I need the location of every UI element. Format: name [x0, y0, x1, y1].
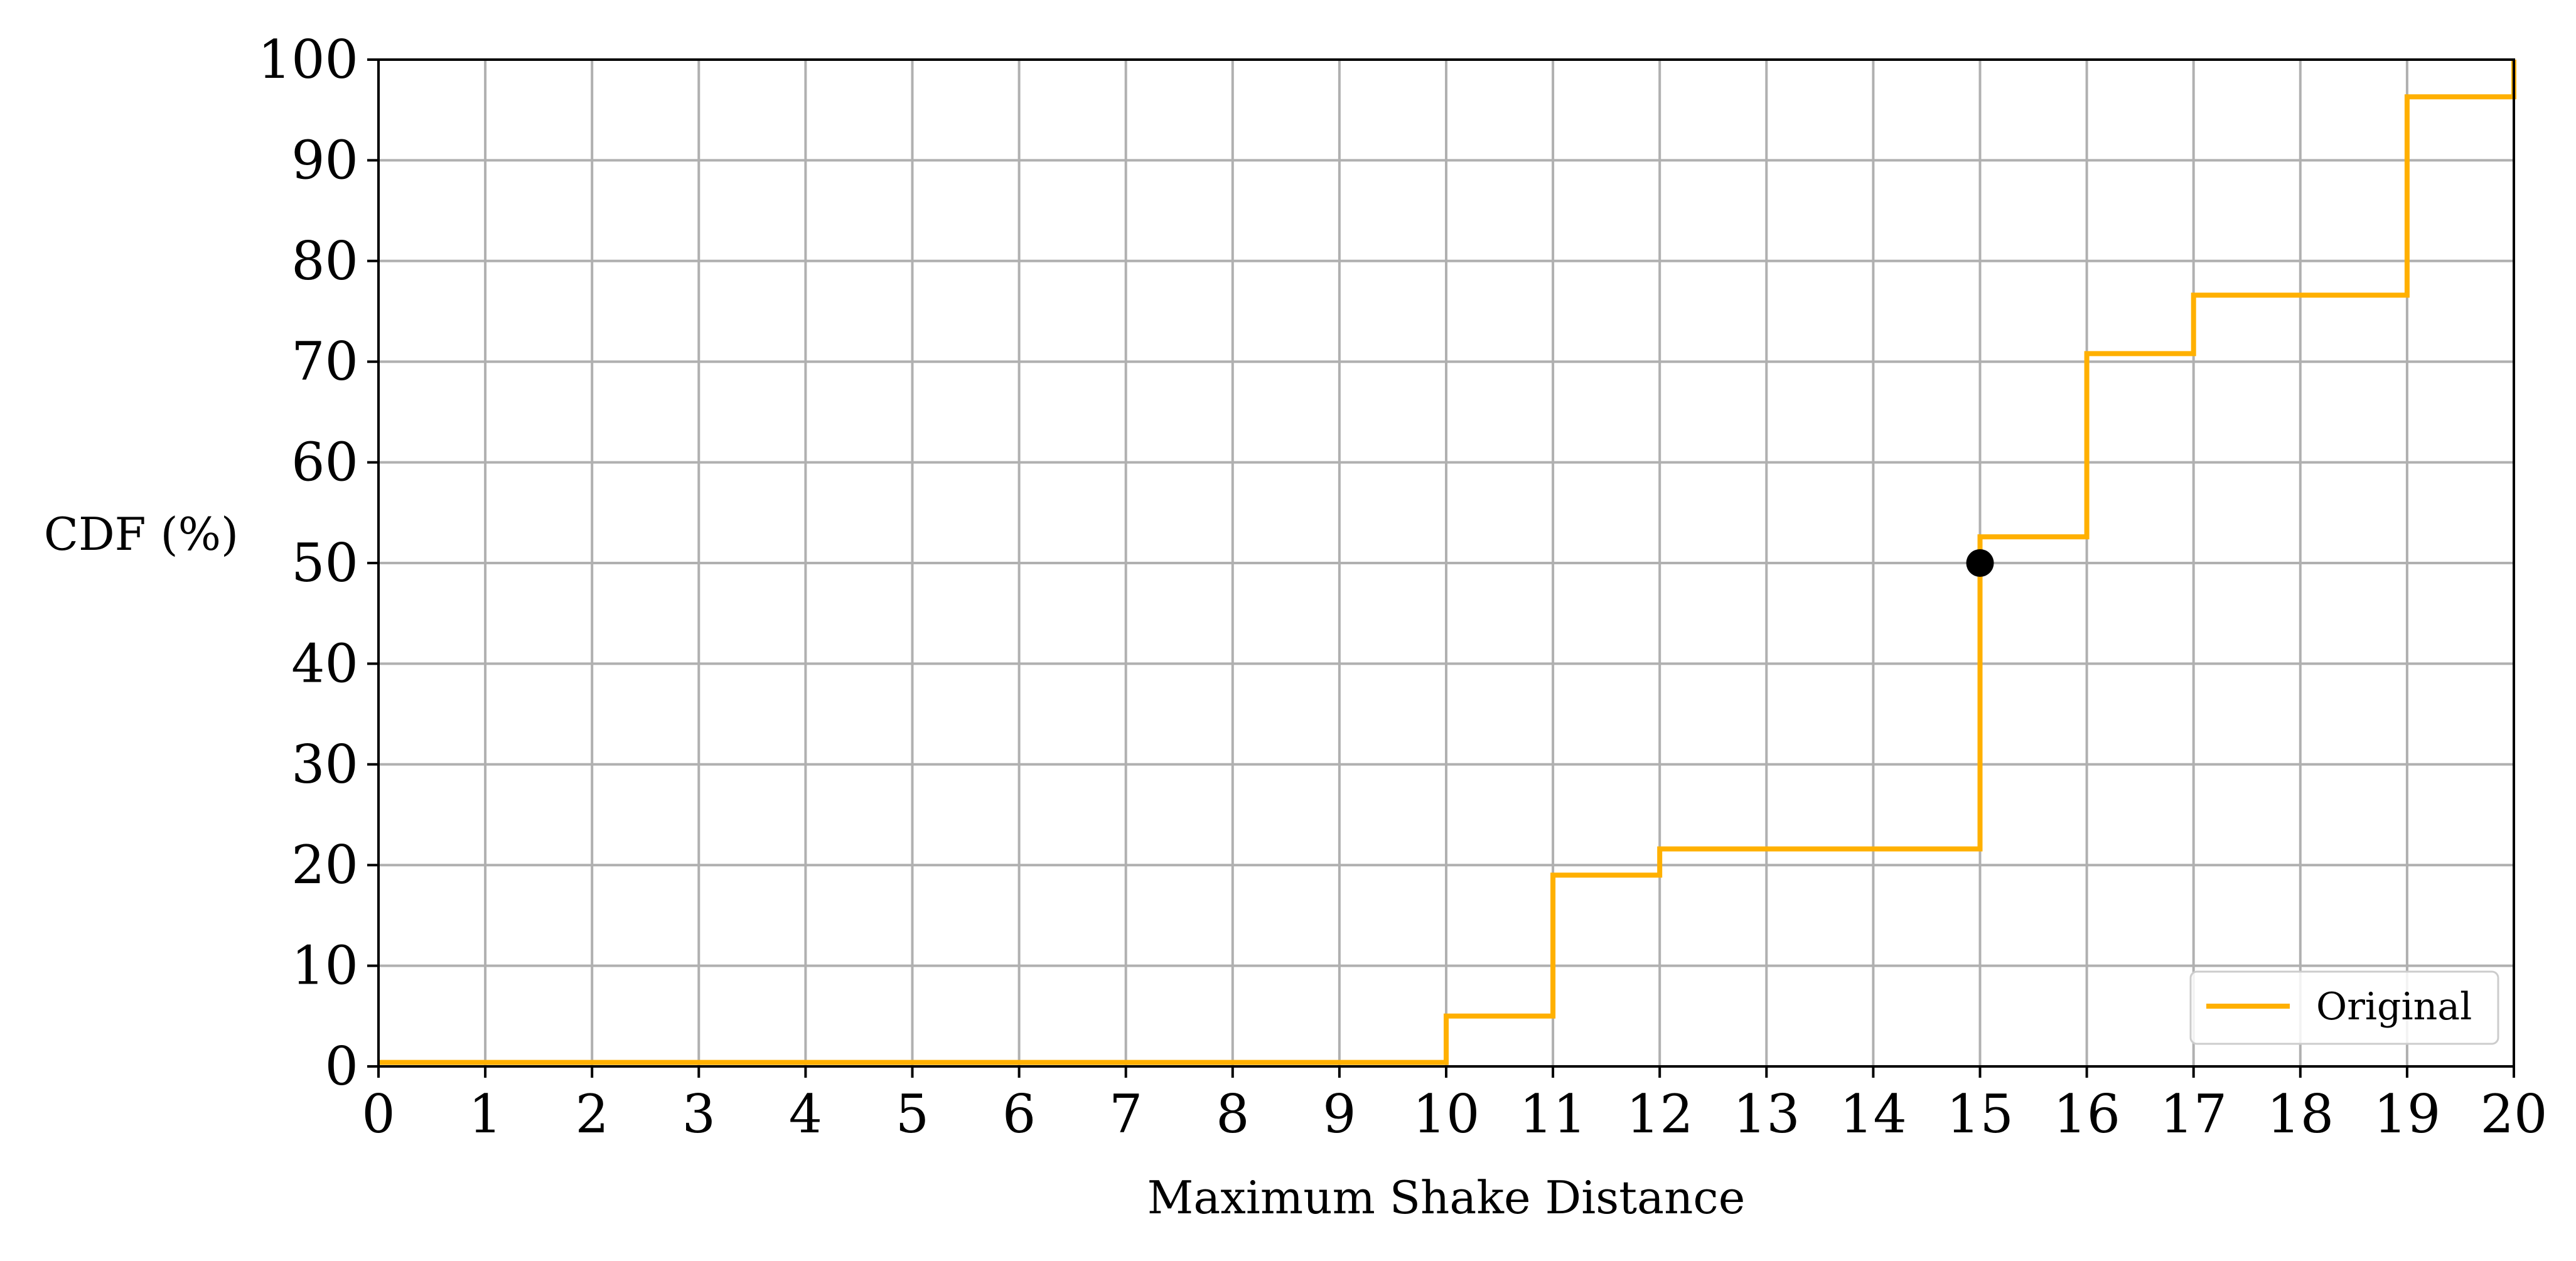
- x-tick-label: 10: [1413, 1083, 1480, 1145]
- legend-box: [2189, 970, 2499, 1045]
- x-tick-label: 15: [1946, 1083, 2014, 1145]
- y-tick-label: 60: [291, 432, 358, 493]
- y-axis-title: CDF (%): [44, 508, 239, 561]
- x-axis-title: Maximum Shake Distance: [1147, 1171, 1746, 1224]
- y-tick-label: 50: [291, 532, 358, 594]
- median-point-marker: [1966, 549, 1994, 577]
- x-tick-label: 11: [1520, 1083, 1587, 1145]
- x-tick-label: 4: [789, 1083, 822, 1145]
- y-tick-label: 80: [291, 230, 358, 292]
- y-tick-label: 90: [291, 129, 358, 191]
- x-tick-label: 3: [682, 1083, 716, 1145]
- y-tick-label: 70: [291, 331, 358, 392]
- x-tick-label: 16: [2053, 1083, 2120, 1145]
- x-tick-label: 8: [1216, 1083, 1249, 1145]
- x-tick-label: 7: [1109, 1083, 1142, 1145]
- legend: Original: [2189, 970, 2499, 1045]
- x-tick-label: 14: [1840, 1083, 1907, 1145]
- ticks: 0 1 2 3 4 5 6 7 8 9 10 11 12 13 14 15 16 17 18 19 2001020304…: [258, 29, 2548, 1145]
- y-tick-label: 10: [291, 935, 358, 997]
- x-tick-label: 13: [1733, 1083, 1800, 1145]
- x-tick-label: 9: [1323, 1083, 1356, 1145]
- grid: [377, 58, 2515, 1068]
- y-tick-label: 20: [291, 834, 358, 896]
- y-tick-label: 30: [291, 734, 358, 795]
- x-tick-label: 2: [575, 1083, 608, 1145]
- x-tick-label: 12: [1626, 1083, 1693, 1145]
- x-tick-label: 0: [362, 1083, 395, 1145]
- y-tick-label: 0: [325, 1036, 358, 1097]
- x-tick-label: 17: [2160, 1083, 2227, 1145]
- x-tick-label: 1: [468, 1083, 502, 1145]
- y-tick-label: 100: [258, 29, 358, 90]
- x-tick-label: 18: [2267, 1083, 2334, 1145]
- y-tick-label: 40: [291, 633, 358, 694]
- legend-label: Original: [2316, 985, 2472, 1029]
- x-tick-label: 20: [2481, 1083, 2548, 1145]
- series-line-original: [378, 60, 2516, 1065]
- series-layer: [378, 60, 2516, 1065]
- x-tick-label: 6: [1002, 1083, 1036, 1145]
- x-tick-label: 5: [896, 1083, 929, 1145]
- x-tick-label: 19: [2373, 1083, 2440, 1145]
- marker-layer: [1966, 549, 1994, 577]
